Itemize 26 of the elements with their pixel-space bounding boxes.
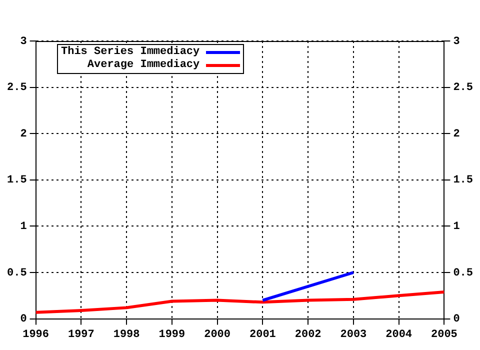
y-tick-label: 1.5 bbox=[6, 174, 28, 187]
y-tick-label: 2.5 bbox=[6, 82, 28, 94]
x-tick-label: 2003 bbox=[340, 329, 368, 342]
y2-tick-label: 2.5 bbox=[453, 82, 474, 94]
y-tick-label: 3 bbox=[20, 36, 28, 48]
y2-tick-label: 1.5 bbox=[453, 174, 474, 187]
x-tick-label: 2001 bbox=[249, 329, 276, 342]
y2-tick-label: 0.5 bbox=[453, 267, 474, 280]
x-tick-label: 2000 bbox=[204, 329, 231, 342]
x-tick-label: 1996 bbox=[22, 329, 50, 342]
x-tick-label: 2005 bbox=[430, 329, 458, 342]
x-tick-label: 1999 bbox=[158, 329, 186, 342]
x-tick-label: 1997 bbox=[68, 329, 94, 342]
y2-tick-label: 0 bbox=[453, 314, 460, 326]
legend-label: This Series Immediacy bbox=[61, 46, 200, 59]
legend-label: Average Immediacy bbox=[87, 59, 200, 72]
y-tick-label: 1 bbox=[20, 220, 28, 233]
x-tick-label: 1998 bbox=[113, 329, 140, 342]
y2-tick-label: 3 bbox=[453, 36, 460, 48]
x-tick-label: 2002 bbox=[294, 329, 322, 342]
y-tick-label: 0 bbox=[20, 314, 27, 326]
y-tick-label: 0.5 bbox=[6, 267, 28, 280]
y2-tick-label: 1 bbox=[453, 220, 460, 233]
y2-tick-label: 2 bbox=[453, 128, 460, 140]
x-tick-label: 2004 bbox=[386, 329, 412, 342]
y-tick-label: 2 bbox=[20, 128, 27, 140]
